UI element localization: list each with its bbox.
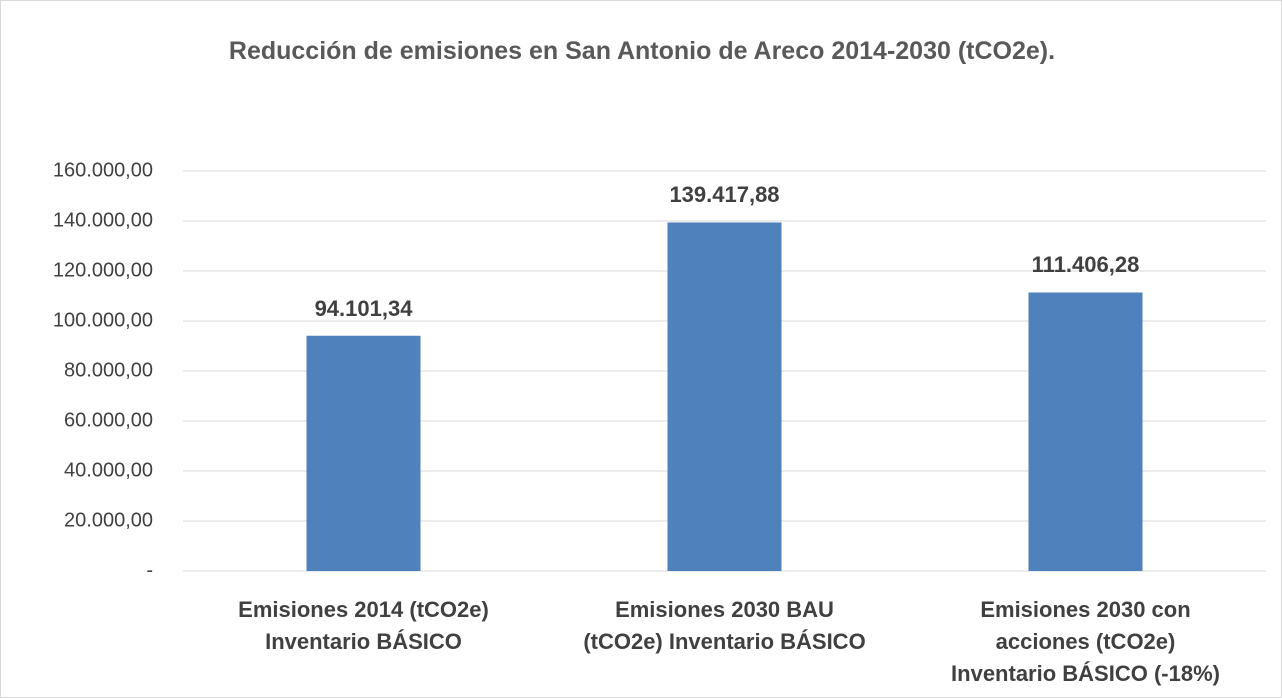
data-label: 139.417,88 [669,182,780,208]
chart-title: Reducción de emisiones en San Antonio de… [228,37,1056,65]
data-label: 111.406,28 [1031,252,1140,278]
y-tick-label: 80.000,00 [64,359,153,381]
bar [667,222,782,571]
bar [306,335,421,571]
x-tick-label: Emisiones 2014 (tCO2e) Inventario BÁSICO [238,597,489,654]
y-tick-label: - [146,559,153,581]
bar [1028,292,1143,571]
y-tick-label: 60.000,00 [64,409,153,431]
y-tick-label: 40.000,00 [64,459,153,481]
y-tick-label: 20.000,00 [64,509,153,531]
y-tick-label: 100.000,00 [53,309,153,331]
x-tick-label: Emisiones 2030 BAU (tCO2e) Inventario BÁ… [583,597,866,654]
y-tick-label: 140.000,00 [53,209,153,231]
x-tick-label: Emisiones 2030 con acciones (tCO2e) Inve… [951,597,1220,686]
y-tick-label: 120.000,00 [53,259,153,281]
y-tick-label: 160.000,00 [53,159,153,181]
data-label: 94.101,34 [314,295,413,321]
